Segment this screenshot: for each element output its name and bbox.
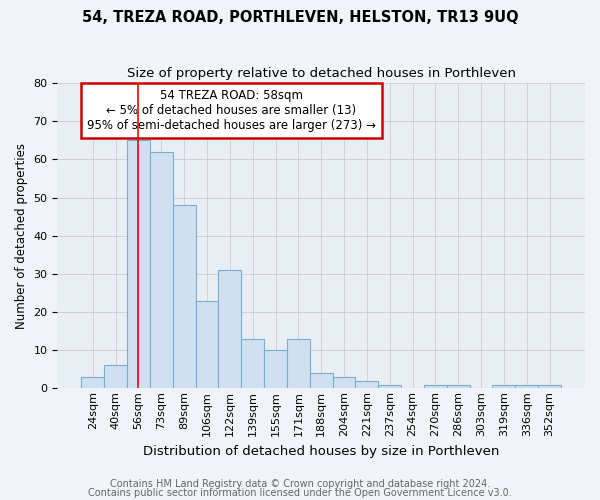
Bar [82, 377, 104, 388]
Bar [196, 300, 218, 388]
Bar [287, 339, 310, 388]
Text: 54 TREZA ROAD: 58sqm
← 5% of detached houses are smaller (13)
95% of semi-detach: 54 TREZA ROAD: 58sqm ← 5% of detached ho… [87, 89, 376, 132]
Bar [332, 377, 355, 388]
X-axis label: Distribution of detached houses by size in Porthleven: Distribution of detached houses by size … [143, 444, 499, 458]
Bar [379, 384, 401, 388]
Bar [310, 373, 332, 388]
Text: Contains HM Land Registry data © Crown copyright and database right 2024.: Contains HM Land Registry data © Crown c… [110, 479, 490, 489]
Bar [264, 350, 287, 389]
Text: Contains public sector information licensed under the Open Government Licence v3: Contains public sector information licen… [88, 488, 512, 498]
Bar [424, 384, 447, 388]
Bar [241, 339, 264, 388]
Bar [493, 384, 515, 388]
Text: 54, TREZA ROAD, PORTHLEVEN, HELSTON, TR13 9UQ: 54, TREZA ROAD, PORTHLEVEN, HELSTON, TR1… [82, 10, 518, 25]
Title: Size of property relative to detached houses in Porthleven: Size of property relative to detached ho… [127, 68, 516, 80]
Y-axis label: Number of detached properties: Number of detached properties [15, 142, 28, 328]
Bar [355, 381, 379, 388]
Bar [173, 205, 196, 388]
Bar [515, 384, 538, 388]
Bar [127, 140, 150, 388]
Bar [538, 384, 561, 388]
Bar [150, 152, 173, 388]
Bar [104, 366, 127, 388]
Bar [218, 270, 241, 388]
Bar [447, 384, 470, 388]
